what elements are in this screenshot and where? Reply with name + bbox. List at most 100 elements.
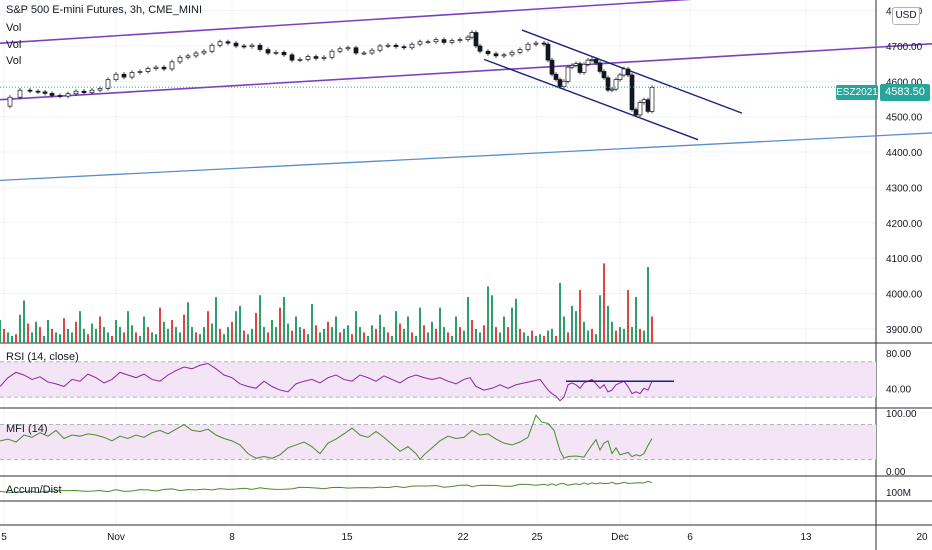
candle-body bbox=[633, 109, 639, 116]
volume-bar bbox=[179, 332, 181, 343]
candle-body bbox=[35, 90, 41, 93]
volume-bar bbox=[339, 332, 341, 343]
volume-bar bbox=[71, 332, 73, 343]
volume-bar bbox=[51, 328, 53, 343]
price-tick-label: 4500.00 bbox=[886, 113, 923, 124]
candle-body bbox=[265, 49, 271, 54]
volume-bar bbox=[299, 327, 301, 343]
volume-bar bbox=[215, 297, 217, 343]
mfi-label[interactable]: MFI (14) bbox=[6, 423, 48, 435]
candle-body bbox=[617, 74, 623, 80]
volume-bar bbox=[319, 332, 321, 343]
volume-bar bbox=[275, 327, 277, 343]
volume-bar bbox=[11, 335, 13, 343]
accum-dist-pane bbox=[0, 480, 653, 494]
candle-body bbox=[625, 68, 631, 76]
price-tick-label: 3900.00 bbox=[886, 325, 923, 336]
volume-bar bbox=[359, 327, 361, 343]
time-tick-label: 20 bbox=[916, 532, 928, 543]
volume-bar bbox=[155, 334, 157, 343]
volume-bar bbox=[63, 318, 65, 343]
candle-body bbox=[637, 102, 643, 116]
volume-bar bbox=[55, 332, 57, 343]
time-tick-label: 22 bbox=[457, 532, 469, 543]
price-tick-label: 4600.00 bbox=[886, 77, 923, 88]
volume-legend-2[interactable]: Vol bbox=[6, 39, 22, 51]
volume-bar bbox=[367, 335, 369, 343]
candle-body bbox=[597, 62, 603, 72]
volume-bar bbox=[159, 307, 161, 343]
volume-bar bbox=[39, 327, 41, 343]
volume-legend-1[interactable]: Vol bbox=[6, 22, 22, 34]
volume-bar bbox=[467, 297, 469, 343]
descending-channel-lower bbox=[483, 58, 699, 141]
candle-body bbox=[589, 59, 595, 61]
volume-bar bbox=[559, 282, 561, 343]
volume-bar bbox=[303, 328, 305, 343]
volume-bar bbox=[623, 328, 625, 343]
volume-bar bbox=[59, 334, 61, 343]
accum-dist-label[interactable]: Accum/Dist bbox=[6, 484, 62, 496]
volume-bar bbox=[115, 320, 117, 343]
candle-body bbox=[97, 88, 103, 91]
volume-bar bbox=[447, 332, 449, 343]
candle-body bbox=[89, 89, 95, 93]
volume-bar bbox=[7, 332, 9, 343]
volume-bar bbox=[327, 321, 329, 343]
time-axis[interactable]: 5 Nov 8 15 22 25 Dec 6 13 20 bbox=[1, 532, 928, 543]
volume-bar bbox=[543, 335, 545, 343]
currency-button[interactable]: USD bbox=[892, 7, 920, 25]
volume-bar bbox=[95, 328, 97, 343]
volume-bar bbox=[399, 323, 401, 343]
time-tick-label: 6 bbox=[687, 532, 693, 543]
volume-bar bbox=[187, 302, 189, 343]
volume-bar bbox=[127, 311, 129, 343]
volume-bar bbox=[47, 320, 49, 343]
volume-bar bbox=[231, 321, 233, 343]
volume-bar bbox=[523, 332, 525, 343]
candle-body bbox=[533, 42, 539, 45]
volume-legend-3[interactable]: Vol bbox=[6, 55, 22, 67]
candle-body bbox=[42, 91, 48, 94]
volume-bar bbox=[67, 328, 69, 343]
candle-body bbox=[121, 73, 127, 78]
volume-bar bbox=[619, 327, 621, 343]
rsi-label[interactable]: RSI (14, close) bbox=[6, 351, 79, 363]
candle-body bbox=[345, 47, 351, 50]
volume-bar bbox=[131, 325, 133, 343]
volume-bar bbox=[251, 328, 253, 343]
volume-bar bbox=[347, 325, 349, 343]
candle-body bbox=[233, 42, 239, 47]
volume-bar bbox=[147, 327, 149, 343]
volume-bar bbox=[375, 328, 377, 343]
volume-bar bbox=[31, 332, 33, 343]
volume-bar bbox=[363, 332, 365, 343]
candle-body bbox=[7, 96, 13, 107]
candle-body bbox=[549, 59, 555, 75]
volume-bar bbox=[171, 320, 173, 343]
candle-body bbox=[493, 53, 499, 57]
volume-bar bbox=[87, 334, 89, 343]
rsi-tick-label: 80.00 bbox=[886, 349, 911, 360]
candle-body bbox=[209, 44, 215, 52]
volume-bar bbox=[163, 321, 165, 343]
candle-body bbox=[541, 42, 547, 45]
volume-bar bbox=[227, 327, 229, 343]
price-axis[interactable]: 4800.004700.004600.004500.004400.004300.… bbox=[886, 7, 923, 499]
support-trendline bbox=[0, 132, 932, 181]
price-trendlines[interactable] bbox=[0, 0, 932, 181]
candle-body bbox=[281, 51, 287, 56]
candle-body bbox=[593, 59, 599, 64]
volume-bar bbox=[503, 316, 505, 343]
candle-body bbox=[313, 56, 319, 59]
candle-body bbox=[605, 77, 611, 91]
volume-bar bbox=[463, 330, 465, 343]
volume-bar bbox=[151, 332, 153, 343]
volume-bar bbox=[387, 332, 389, 343]
volume-bar bbox=[195, 332, 197, 343]
candle-body bbox=[561, 80, 567, 87]
volume-bar bbox=[107, 332, 109, 343]
volume-bar bbox=[631, 327, 633, 343]
volume-bar bbox=[3, 328, 5, 343]
